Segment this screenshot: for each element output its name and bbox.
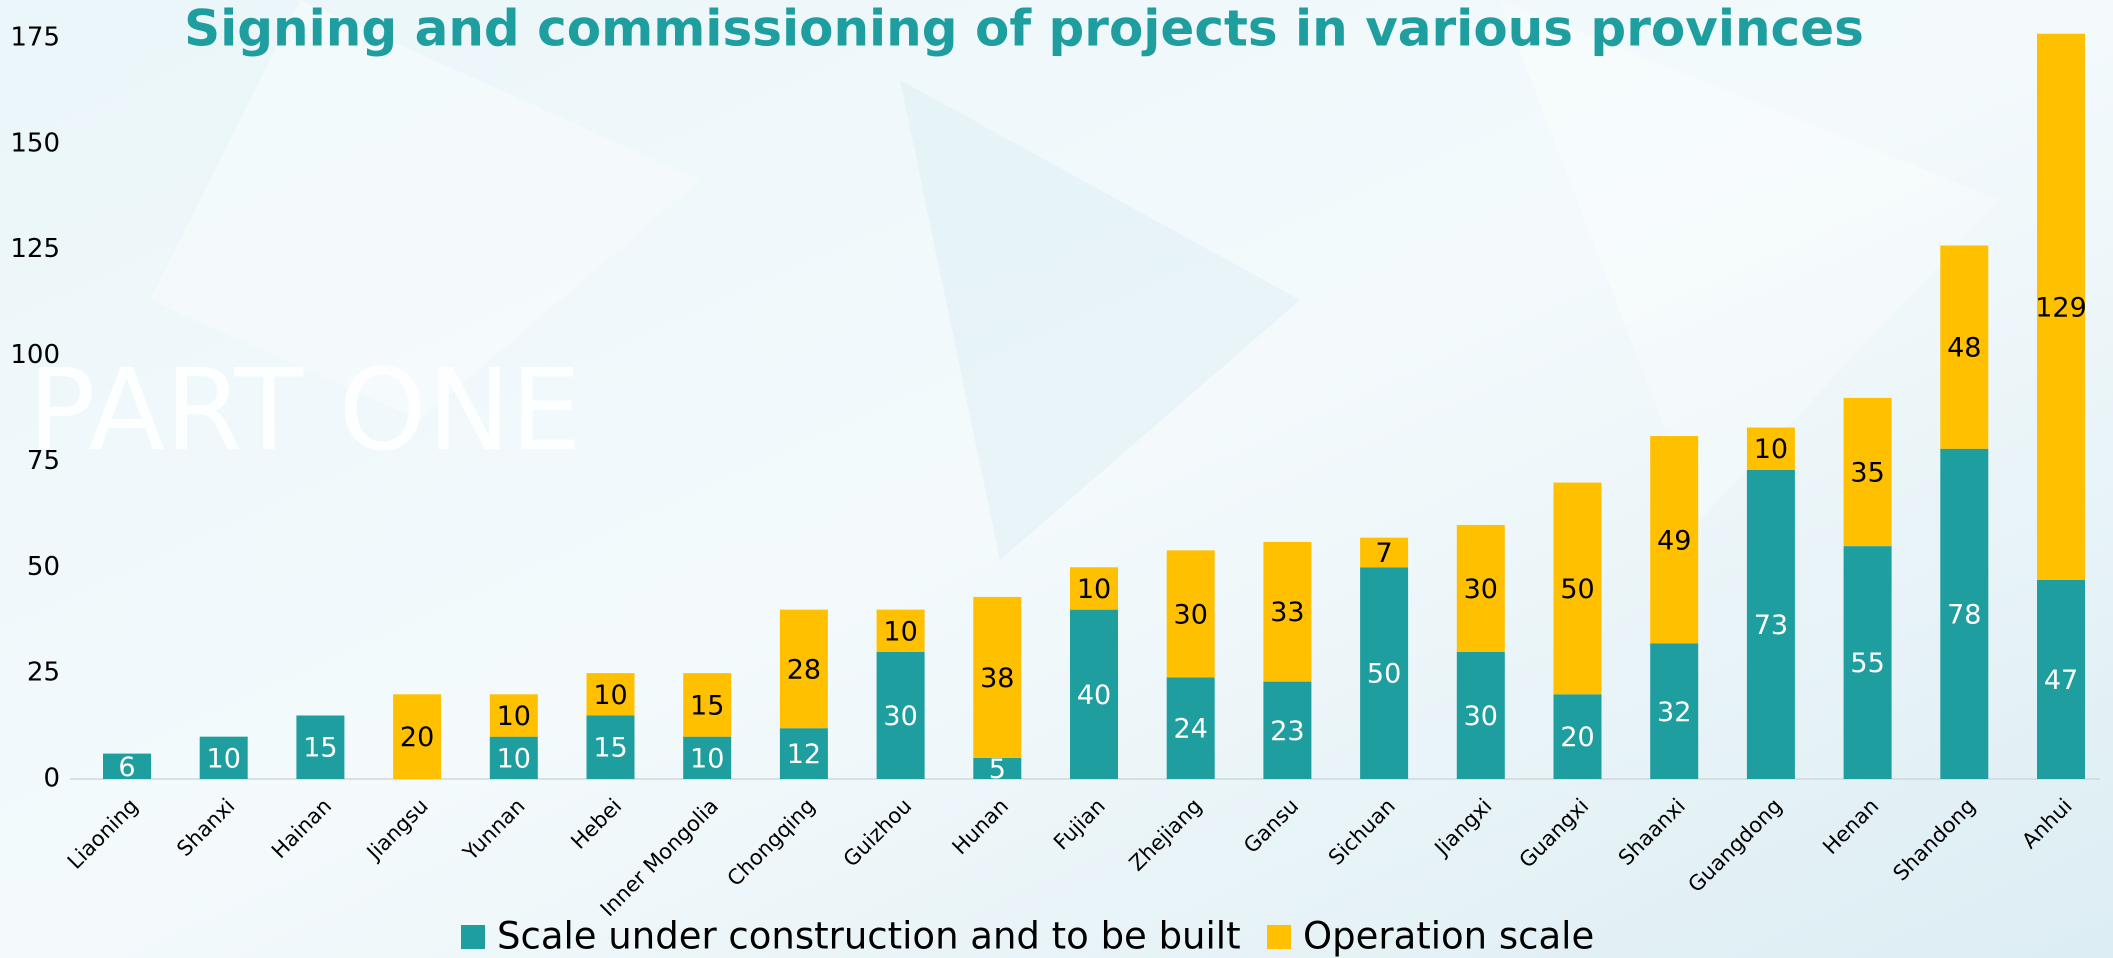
- bar-segment: [1553, 482, 1602, 695]
- legend-label: Operation scale: [1303, 915, 1594, 958]
- bar-segment: [779, 728, 828, 779]
- bg-shape: [900, 80, 1300, 560]
- data-label: 30: [883, 701, 917, 732]
- bar-segment: [296, 715, 345, 779]
- y-tick-label: 25: [27, 658, 60, 688]
- bar-segment: [1070, 609, 1118, 779]
- bar-segment: [1553, 694, 1602, 779]
- bg-shape: [1500, 0, 2000, 520]
- y-tick-label: 125: [10, 234, 60, 264]
- bar-segment: [779, 609, 828, 729]
- bar-segment: [1456, 651, 1505, 779]
- bar-segment: [1166, 550, 1215, 678]
- y-tick-label: 50: [27, 552, 60, 582]
- data-label: 10: [1754, 434, 1788, 465]
- data-label: 10: [207, 743, 241, 774]
- data-label: 10: [690, 743, 724, 774]
- data-label: 50: [1560, 574, 1594, 605]
- bar-segment: [1070, 567, 1118, 610]
- data-label: 33: [1270, 597, 1304, 628]
- bar-segment: [1746, 427, 1795, 470]
- data-label: 50: [1367, 659, 1401, 690]
- y-tick-label: 100: [10, 340, 60, 370]
- data-label: 10: [883, 616, 917, 647]
- watermark: PART ONE: [28, 346, 581, 476]
- data-label: 24: [1174, 714, 1208, 745]
- data-label: 30: [1174, 599, 1208, 630]
- bar-segment: [973, 596, 1022, 758]
- bar-segment: [683, 736, 732, 779]
- data-label: 55: [1850, 648, 1884, 679]
- bar-segment: [1843, 397, 1892, 547]
- data-label: 32: [1657, 697, 1691, 728]
- data-label: 49: [1657, 525, 1691, 556]
- y-tick-label: 75: [27, 446, 60, 476]
- bar-segment: [199, 736, 248, 779]
- data-label: 30: [1464, 574, 1498, 605]
- bar-segment: [2037, 579, 2085, 779]
- y-tick-label: 175: [10, 23, 60, 53]
- bar-segment: [586, 673, 635, 716]
- data-label: 48: [1947, 333, 1981, 364]
- data-label: 23: [1270, 716, 1304, 747]
- data-label: 10: [1077, 574, 1111, 605]
- data-label: 38: [980, 663, 1014, 694]
- data-label: 15: [593, 733, 627, 764]
- data-label: 129: [2035, 292, 2087, 323]
- bar-segment: [1843, 546, 1892, 779]
- data-label: 15: [303, 733, 337, 764]
- bar-segment: [1263, 541, 1312, 682]
- bar-segment: [1166, 677, 1215, 779]
- bar-segment: [586, 715, 635, 779]
- bar-segment: [876, 651, 925, 779]
- data-label: 10: [497, 701, 531, 732]
- bar-segment: [1746, 469, 1795, 779]
- y-tick-label: 150: [10, 128, 60, 158]
- bar-segment: [2037, 33, 2085, 580]
- data-label: 78: [1947, 599, 1981, 630]
- bar-segment: [1940, 245, 1989, 449]
- data-label: 15: [690, 690, 724, 721]
- legend-swatch: [461, 925, 485, 949]
- data-label: 20: [1560, 722, 1594, 753]
- data-label: 47: [2044, 665, 2078, 696]
- bar-segment: [1263, 681, 1312, 779]
- data-label: 6: [118, 752, 135, 783]
- data-label: 30: [1464, 701, 1498, 732]
- data-label: 7: [1376, 538, 1393, 569]
- bar-segment: [1650, 643, 1699, 779]
- bg-shape: [150, 0, 700, 420]
- data-label: 12: [787, 739, 821, 770]
- bar-segment: [1360, 537, 1409, 568]
- y-tick-label: 0: [43, 764, 60, 794]
- bar-segment: [1650, 436, 1699, 644]
- data-label: 40: [1077, 680, 1111, 711]
- legend-label: Scale under construction and to be built: [497, 915, 1241, 958]
- data-label: 20: [400, 722, 434, 753]
- bar-segment: [103, 753, 151, 779]
- data-label: 73: [1754, 610, 1788, 641]
- bar-segment: [1456, 524, 1505, 652]
- bar-segment: [973, 757, 1022, 779]
- data-label: 35: [1850, 458, 1884, 489]
- bar-segment: [683, 673, 732, 737]
- chart-title: Signing and commissioning of projects in…: [184, 0, 1864, 58]
- bar-segment: [489, 736, 538, 779]
- bar-segment: [1360, 567, 1409, 779]
- data-label: 5: [989, 754, 1006, 785]
- data-label: 10: [497, 743, 531, 774]
- bar-segment: [876, 609, 925, 652]
- bar-segment: [393, 694, 442, 779]
- bar-segment: [1940, 448, 1989, 779]
- data-label: 28: [787, 654, 821, 685]
- legend-swatch: [1267, 925, 1291, 949]
- data-label: 10: [593, 680, 627, 711]
- bar-segment: [489, 694, 538, 737]
